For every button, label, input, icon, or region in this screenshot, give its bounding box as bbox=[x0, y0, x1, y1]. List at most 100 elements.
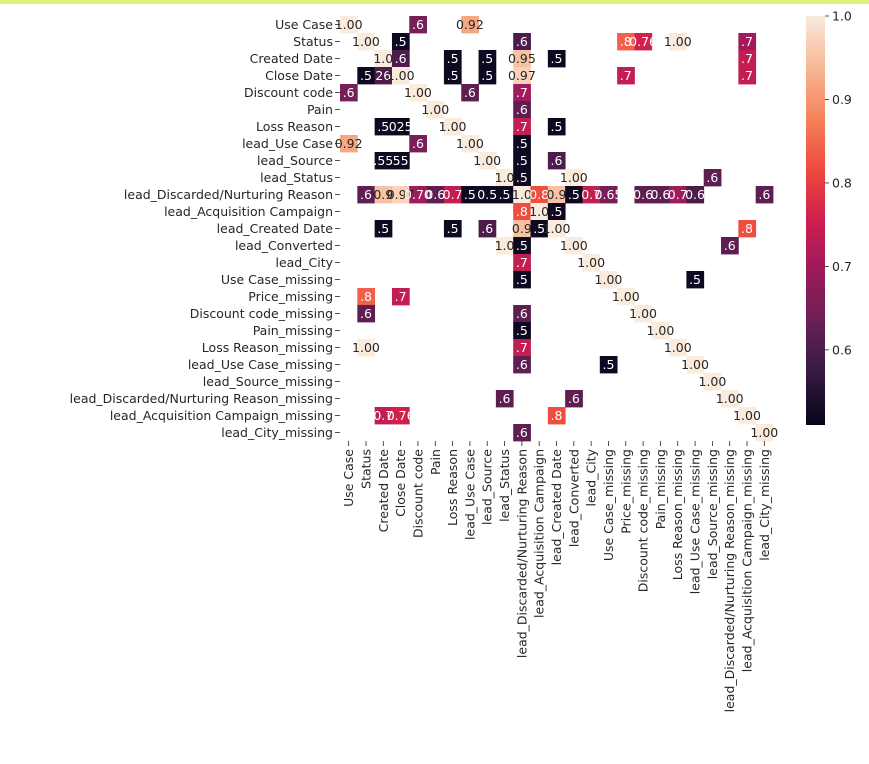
colorbar-tick-label: 0.7 bbox=[832, 259, 852, 274]
cell-value-label: .6 bbox=[464, 85, 476, 100]
x-tick-label: lead_Acquisition Campaign_missing bbox=[740, 449, 755, 672]
cell-value-label: .6 bbox=[516, 425, 528, 440]
heatmap-cell bbox=[513, 84, 531, 102]
cell-value-label: .8 bbox=[516, 204, 528, 219]
cell-value-label: 1.00 bbox=[335, 17, 363, 32]
cell-value-label: .8 bbox=[620, 34, 632, 49]
cell-value-label: .7 bbox=[516, 340, 528, 355]
heatmap-cell bbox=[409, 186, 427, 204]
heatmap-cell bbox=[738, 33, 757, 51]
heatmap-cell bbox=[686, 356, 705, 374]
cell-value-label: .5 bbox=[516, 272, 528, 287]
x-tick-label: Use Case_missing bbox=[601, 449, 616, 561]
heatmap-cell bbox=[443, 186, 462, 204]
x-tick-label: Status bbox=[358, 449, 373, 489]
cell-value-label: .5 bbox=[602, 357, 614, 372]
cell-value-label: 0.76 bbox=[629, 34, 657, 49]
cell-value-label: 0.97 bbox=[387, 187, 415, 202]
cell-value-label: 1.0 bbox=[529, 204, 549, 219]
cell-value-label: 0.9 bbox=[512, 221, 532, 236]
cell-value-label: 1.00 bbox=[577, 255, 605, 270]
cell-value-label: 0.95 bbox=[508, 51, 536, 66]
cell-value-label: .5 bbox=[377, 221, 389, 236]
heatmap-cell bbox=[409, 16, 427, 34]
heatmap-cell bbox=[513, 305, 531, 323]
heatmap-cell bbox=[374, 118, 393, 136]
heatmap-cell bbox=[443, 67, 462, 85]
colorbar-tick-label: 0.9 bbox=[832, 92, 852, 107]
cell-value-label: .6 bbox=[395, 51, 407, 66]
heatmap-cell bbox=[513, 424, 531, 442]
heatmap-cell bbox=[703, 169, 722, 187]
y-tick-label: lead_Created Date bbox=[217, 221, 334, 236]
y-tick-label: lead_Source bbox=[257, 153, 333, 168]
x-tick-label: lead_City bbox=[584, 448, 599, 506]
y-tick-label: lead_Converted bbox=[235, 238, 333, 253]
heatmap-cell-labels: 1.00.6 0.921.00.5.6.80.76 1.00.71.0.6.5.5 0… bbox=[335, 17, 779, 440]
heatmap-cell bbox=[547, 203, 566, 221]
y-tick-label: lead_Use Case bbox=[242, 136, 333, 151]
heatmap-cell bbox=[357, 33, 376, 51]
cell-value-label: 0.6 bbox=[633, 187, 653, 202]
cell-value-label: .5 bbox=[516, 153, 528, 168]
cell-value-label: 0.8 bbox=[529, 187, 549, 202]
heatmap-cell bbox=[634, 305, 653, 323]
heatmap-cell bbox=[582, 254, 601, 272]
cell-value-label: 1.00 bbox=[664, 34, 692, 49]
heatmap-cell bbox=[374, 152, 393, 170]
heatmap-cell bbox=[513, 186, 531, 204]
y-tick-label: Use Case bbox=[275, 17, 333, 32]
heatmap-cell bbox=[513, 237, 531, 255]
x-tick-label: Loss Reason bbox=[445, 449, 460, 526]
cell-value-label: 1.00 bbox=[560, 170, 588, 185]
cell-value-label: 0.76 bbox=[387, 408, 415, 423]
heatmap-cell bbox=[409, 135, 427, 153]
cell-value-label: 1.00 bbox=[646, 323, 674, 338]
cell-value-label: .5 bbox=[551, 51, 563, 66]
cell-value-label: .5 bbox=[481, 68, 493, 83]
cell-value-label: 0.6 bbox=[425, 187, 445, 202]
cell-value-label: 0.9 bbox=[373, 187, 393, 202]
heatmap-cell bbox=[513, 356, 531, 374]
y-tick-label: Status bbox=[293, 34, 333, 49]
cell-value-label: .7 bbox=[620, 68, 632, 83]
cell-value-label: 1.00 bbox=[629, 306, 657, 321]
heatmap-cell bbox=[357, 67, 376, 85]
heatmap-cell bbox=[686, 186, 705, 204]
heatmap-cell bbox=[513, 203, 531, 221]
x-tick-label: lead_Converted bbox=[566, 449, 581, 547]
heatmap-cell bbox=[634, 33, 653, 51]
heatmap-cell bbox=[357, 288, 376, 306]
heatmap-cell bbox=[738, 407, 757, 425]
heatmap-cell bbox=[651, 186, 670, 204]
heatmap-cell bbox=[565, 186, 583, 204]
heatmap-cell bbox=[391, 152, 410, 170]
cell-value-label: 1.00 bbox=[612, 289, 640, 304]
heatmap-cell bbox=[617, 288, 635, 306]
heatmap-cell bbox=[547, 50, 566, 68]
heatmap-cell bbox=[547, 118, 566, 136]
y-tick-label: Created Date bbox=[250, 51, 334, 66]
heatmap-cell bbox=[547, 152, 566, 170]
cell-value-label: .5 bbox=[551, 119, 563, 134]
heatmap-cell bbox=[478, 50, 497, 68]
heatmap-cell bbox=[513, 135, 531, 153]
cell-value-label: 0.97 bbox=[508, 68, 536, 83]
cell-value-label: .6 bbox=[724, 238, 736, 253]
cell-value-label: 1.00 bbox=[681, 357, 709, 372]
heatmap-cell bbox=[357, 305, 376, 323]
heatmap-cell bbox=[443, 220, 462, 238]
y-tick-label: Pain bbox=[307, 102, 333, 117]
cell-value-label: .6 bbox=[412, 136, 424, 151]
cell-value-label: 025 bbox=[389, 119, 413, 134]
cell-value-label: 1.00 bbox=[750, 425, 778, 440]
colorbar-tick-label: 0.8 bbox=[832, 175, 852, 190]
heatmap-cell bbox=[340, 84, 358, 102]
cell-value-label: 0.65 bbox=[595, 187, 623, 202]
cell-value-label: .5 bbox=[395, 34, 407, 49]
cell-value-label: 0.6 bbox=[685, 187, 705, 202]
cell-value-label: .8 bbox=[551, 408, 563, 423]
heatmap-cell bbox=[357, 186, 376, 204]
cell-value-label: 0.7 bbox=[373, 408, 393, 423]
